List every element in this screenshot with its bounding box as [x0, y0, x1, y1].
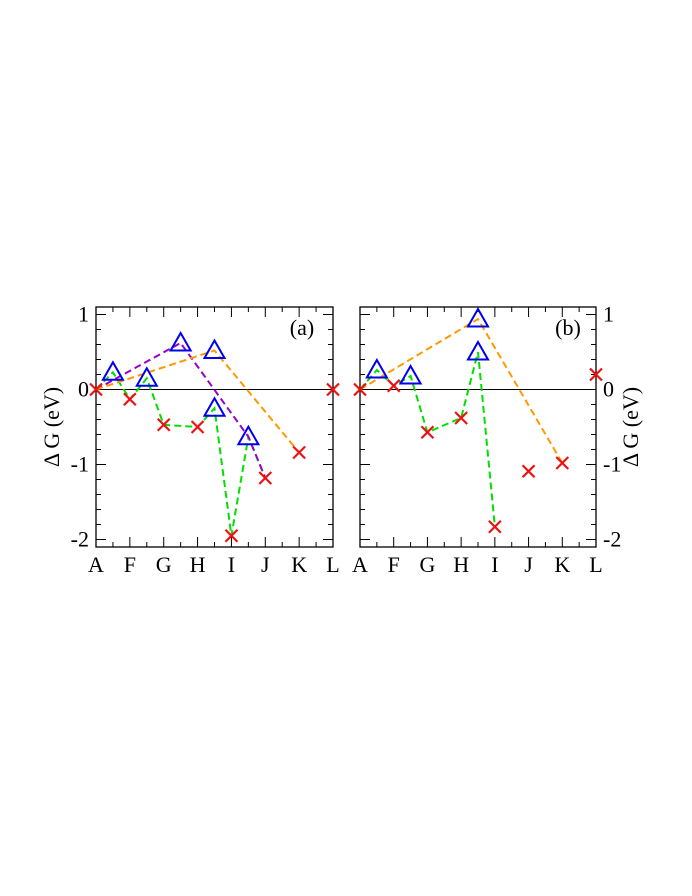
chart-panel-b: A F G H I J K L 1 0 -1 -2 Δ G (eV) (b) — [352, 302, 643, 578]
triangle-marker — [202, 396, 227, 417]
cross-stroke — [224, 528, 239, 543]
x-tick-label: L — [589, 552, 602, 577]
y-axis-label: Δ G (eV) — [39, 387, 64, 467]
series-dashed-line — [359, 317, 564, 464]
cross-stroke — [521, 464, 536, 479]
cross-stroke — [190, 420, 205, 434]
x-tick-label: A — [352, 552, 368, 577]
cross-marker — [521, 464, 536, 479]
cross-marker — [156, 417, 171, 432]
triangle-marker — [101, 360, 125, 381]
cross-stroke — [123, 392, 137, 407]
cross-stroke — [258, 471, 273, 485]
triangle-marker — [365, 357, 389, 379]
cross-marker — [123, 392, 137, 407]
cross-stroke — [156, 417, 171, 432]
x-tick-label: I — [491, 552, 498, 577]
series-dashed-line — [95, 349, 300, 454]
y-tick-label: 0 — [78, 377, 89, 402]
chart-panel-a: A F G H I J K L 1 0 -1 -2 Δ G (eV) (a) — [39, 302, 340, 577]
cross-stroke — [89, 382, 103, 397]
cross-marker — [224, 528, 239, 543]
cross-marker — [190, 420, 205, 434]
x-tick-label: I — [228, 552, 235, 577]
x-tick-label: F — [124, 552, 136, 577]
x-tick-label: K — [291, 552, 307, 577]
cross-marker — [488, 519, 502, 534]
panel-label: (a) — [290, 315, 314, 340]
x-tick-label: J — [524, 552, 533, 577]
cross-stroke — [555, 456, 570, 470]
y-tick-label: -1 — [603, 452, 621, 477]
triangle-marker — [135, 366, 159, 387]
series-dashed-line — [95, 341, 267, 479]
cross-marker — [386, 378, 401, 393]
x-tick-label: G — [419, 552, 435, 577]
x-tick-label: H — [453, 552, 469, 577]
x-tick-label: J — [261, 552, 270, 577]
triangle-marker — [466, 339, 490, 361]
x-tick-label: H — [190, 552, 206, 577]
series-dashed-line — [95, 370, 267, 536]
y-tick-label: 0 — [603, 377, 614, 402]
cross-stroke — [326, 382, 340, 397]
cross-marker — [89, 382, 103, 397]
series-dashed-line — [359, 351, 496, 527]
cross-stroke — [589, 367, 603, 382]
cross-stroke — [454, 411, 468, 425]
cross-stroke — [292, 445, 306, 460]
cross-marker — [326, 382, 340, 397]
cross-marker — [420, 425, 435, 440]
x-tick-label: K — [554, 552, 570, 577]
cross-marker — [292, 445, 306, 460]
cross-stroke — [488, 519, 502, 534]
cross-marker — [258, 471, 273, 485]
triangle-marker — [236, 424, 261, 446]
y-tick-label: 1 — [603, 302, 614, 327]
x-tick-label: F — [388, 552, 400, 577]
triangle-marker — [202, 338, 227, 359]
y-tick-label: 1 — [78, 302, 89, 327]
cross-stroke — [386, 378, 401, 393]
cross-stroke — [420, 425, 435, 440]
cross-marker — [589, 367, 603, 382]
x-tick-label: G — [156, 552, 172, 577]
x-tick-label: L — [326, 552, 339, 577]
cross-stroke — [353, 382, 367, 397]
cross-marker — [555, 456, 570, 470]
triangle-marker — [398, 363, 423, 385]
triangle-marker — [466, 306, 490, 328]
y-axis-label: Δ G (eV) — [618, 387, 643, 467]
y-tick-label: -1 — [71, 452, 89, 477]
plot-frame — [95, 306, 334, 548]
y-tick-label: -2 — [603, 527, 621, 552]
x-tick-label: A — [88, 552, 104, 577]
triangle-marker — [168, 330, 193, 352]
y-tick-label: -2 — [71, 527, 89, 552]
cross-marker — [353, 382, 367, 397]
cross-marker — [454, 411, 468, 425]
panel-label: (b) — [555, 315, 581, 340]
